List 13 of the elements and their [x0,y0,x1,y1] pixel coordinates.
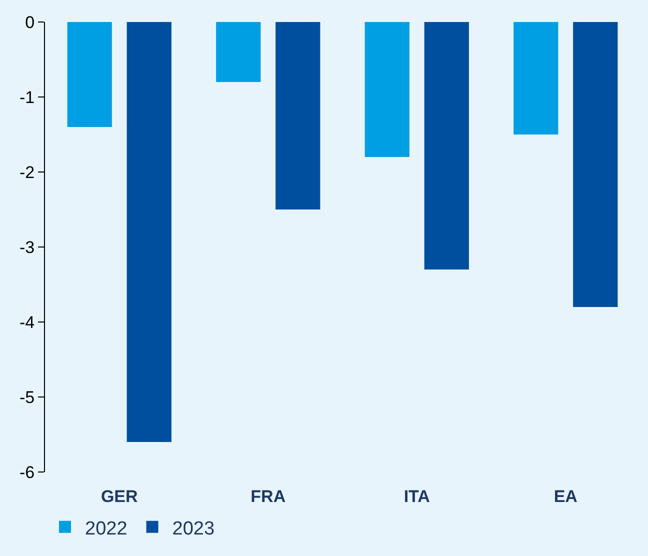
y-tick-label: -3 [19,238,35,257]
x-tick-label: EA [554,487,578,506]
x-tick-label: ITA [404,487,430,506]
x-tick-label: GER [100,487,138,506]
y-tick-label: -6 [19,462,35,482]
y-tick-label: 0 [25,12,35,32]
y-tick-label: -2 [19,162,35,182]
y-tick-label: -5 [19,388,35,407]
y-tick-label: -4 [19,312,35,332]
x-tick-label: FRA [250,487,286,506]
legend-label: 2022 [85,518,128,540]
legend-label: 2023 [172,518,215,540]
y-tick-label: -1 [19,88,35,107]
